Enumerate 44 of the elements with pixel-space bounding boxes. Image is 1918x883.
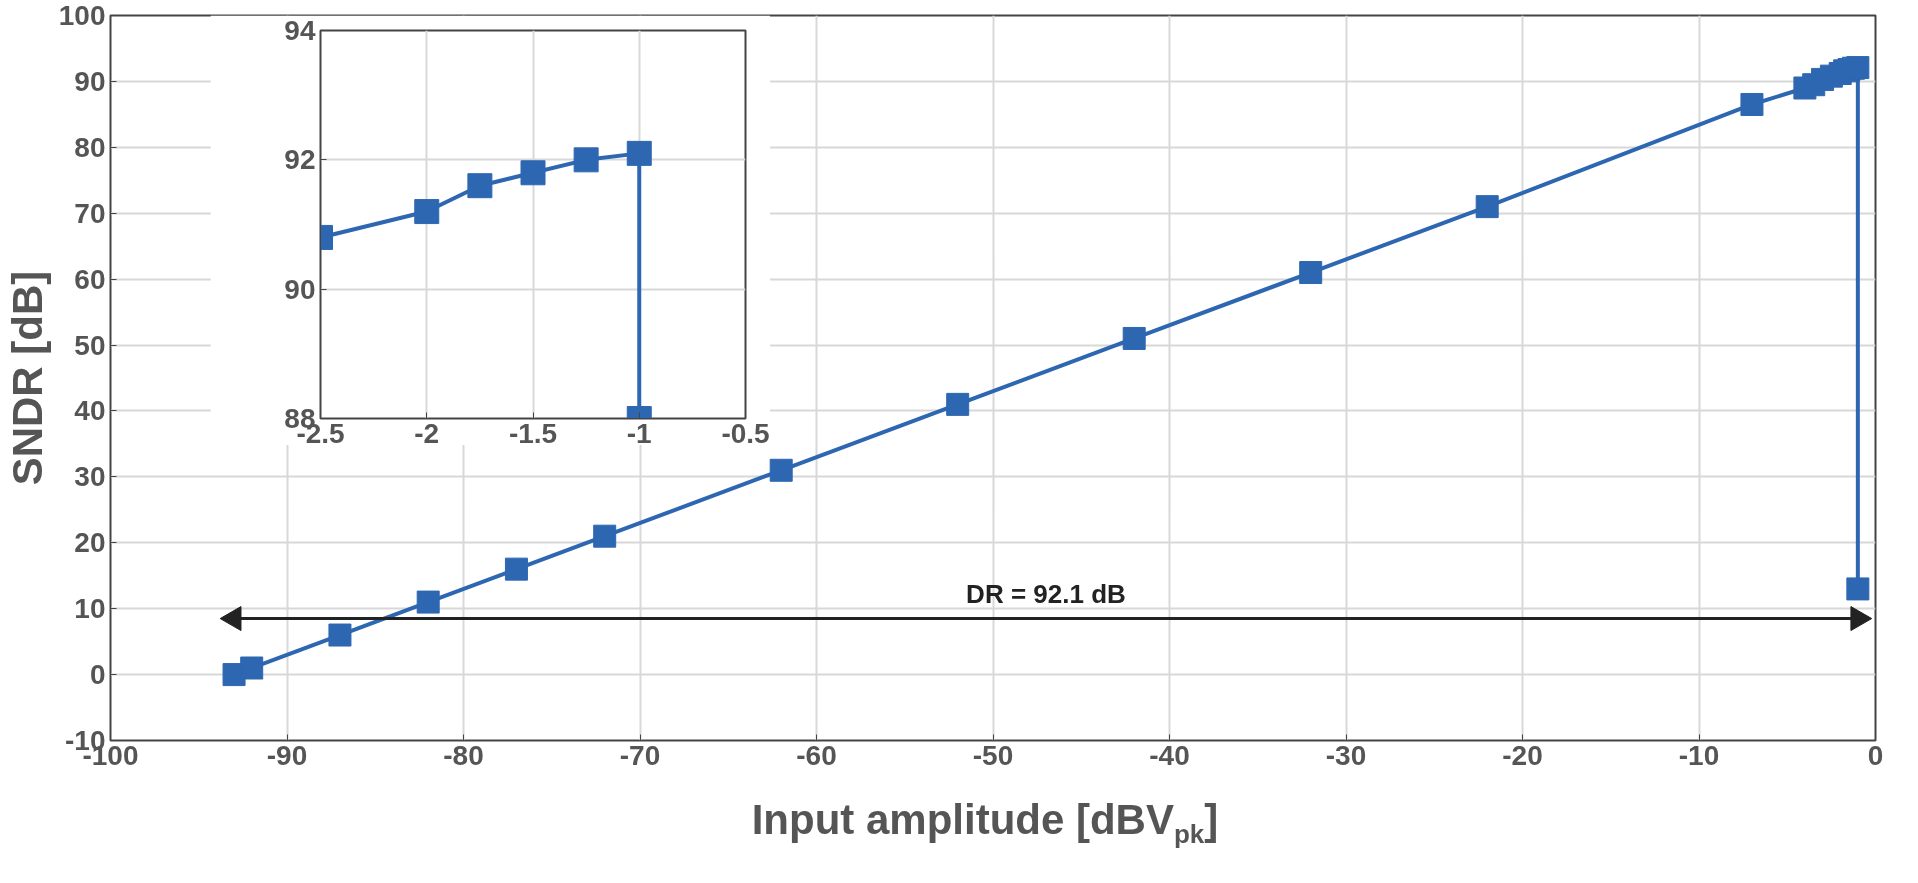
x-axis-title: Input amplitude [dBV$_{pk}$] bbox=[751, 795, 1219, 852]
point bbox=[1475, 195, 1499, 219]
point bbox=[1299, 261, 1323, 285]
y-tick-label: 10 bbox=[74, 593, 106, 625]
y-tick-label: 80 bbox=[74, 131, 106, 163]
x-tick-label: -70 bbox=[619, 739, 661, 771]
y-tick-label: 94 bbox=[284, 15, 316, 46]
y-tick-label: 0 bbox=[89, 659, 106, 691]
point bbox=[1740, 92, 1764, 116]
x-tick-label: -30 bbox=[1325, 739, 1367, 771]
y-tick-label: 60 bbox=[74, 263, 106, 295]
x-tick-label: -2 bbox=[414, 417, 440, 449]
point bbox=[328, 623, 352, 647]
annotation: DR = 92.1 dB bbox=[966, 578, 1126, 609]
x-tick-label: 0 bbox=[1867, 739, 1884, 771]
point bbox=[504, 557, 528, 581]
point bbox=[769, 458, 793, 482]
x-tick-label: -1.5 bbox=[508, 417, 558, 449]
point bbox=[1846, 577, 1870, 601]
x-tick-label: -90 bbox=[266, 739, 308, 771]
point bbox=[946, 392, 970, 416]
x-tick-label: -50 bbox=[972, 739, 1014, 771]
y-tick-label: 100 bbox=[58, 0, 106, 31]
point bbox=[593, 524, 617, 548]
x-tick-label: -10 bbox=[1678, 739, 1720, 771]
x-tick-label: -80 bbox=[443, 739, 484, 771]
y-tick-label: 30 bbox=[74, 461, 106, 493]
x-tick-label: -20 bbox=[1502, 739, 1543, 771]
y-tick-label: 20 bbox=[74, 527, 106, 559]
y-tick-label: 90 bbox=[284, 273, 316, 305]
x-tick-label: -1 bbox=[626, 417, 652, 449]
y-tick-label: 70 bbox=[74, 197, 106, 229]
point bbox=[1846, 56, 1870, 80]
y-tick-label: 92 bbox=[284, 144, 316, 176]
y-tick-label: 40 bbox=[74, 395, 106, 427]
y-axis-title: SNDR [dB] bbox=[3, 270, 51, 486]
x-tick-label: -60 bbox=[796, 739, 837, 771]
point bbox=[240, 656, 264, 680]
x-tick-label: -40 bbox=[1149, 739, 1190, 771]
x-tick-label: -0.5 bbox=[721, 417, 770, 449]
y-tick-label: 50 bbox=[74, 329, 106, 361]
point bbox=[416, 590, 440, 614]
point bbox=[1122, 326, 1146, 350]
y-tick-label: 90 bbox=[74, 65, 106, 97]
